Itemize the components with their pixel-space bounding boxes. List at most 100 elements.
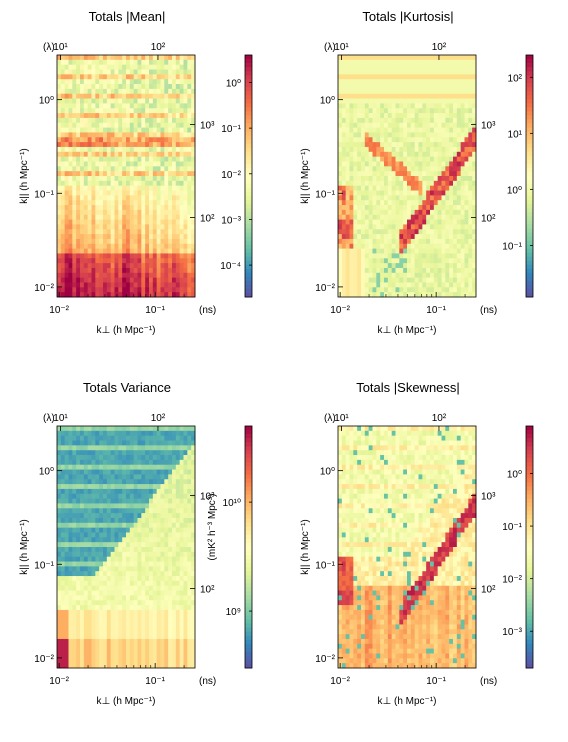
heatmap-cell [145,219,150,225]
heatmap-cell [64,209,69,216]
heatmap-cell [87,663,92,669]
heatmap-cell [141,435,146,441]
heatmap-cell [191,55,196,61]
heatmap-cell [441,161,446,167]
heatmap-cell [114,79,119,85]
heatmap-cell [149,166,154,172]
heatmap-cell [357,190,362,196]
heatmap-cell [99,522,104,529]
heatmap-cell [118,450,123,456]
heatmap-cell [99,277,104,283]
heatmap-cell [99,513,104,519]
heatmap-cell [80,142,85,148]
heatmap-cell [338,146,343,153]
heatmap-cell [72,180,77,187]
heatmap-cell [68,84,73,90]
heatmap-cell [60,629,66,635]
heatmap-cell [349,272,354,279]
heatmap-cell [460,248,465,254]
heatmap-cell [126,190,131,196]
heatmap-cell [349,248,354,254]
heatmap-cell [437,59,442,66]
heatmap-cell [122,634,127,640]
heatmap-cell [106,267,112,274]
heatmap-cell [141,59,146,66]
heatmap-cell [145,238,150,245]
heatmap-cell [456,185,462,191]
heatmap-cell [149,69,154,75]
heatmap-cell [126,585,131,591]
heatmap-cell [468,156,473,162]
heatmap-cell [445,224,450,230]
heatmap-cell [380,132,385,138]
heatmap-cell [152,79,158,85]
heatmap-cell [114,532,119,538]
heatmap-cell [68,445,73,451]
heatmap-cell [395,267,400,274]
heatmap-cell [129,234,135,240]
heatmap-cell [137,161,142,167]
heatmap-cell [87,132,92,138]
heatmap-cell [118,292,123,298]
heatmap-cell [399,142,404,148]
heatmap-cell [91,634,96,640]
heatmap-cell [472,142,477,148]
heatmap-cell [68,595,73,601]
heatmap-cell [407,132,412,138]
heatmap-cell [103,624,108,630]
heatmap-cell [118,426,123,432]
heatmap-cell [345,122,350,128]
heatmap-cell [191,108,196,114]
heatmap-cell [341,258,347,264]
heatmap-cell [95,151,100,158]
heatmap-cell [95,98,100,104]
heatmap-cell [399,263,404,269]
heatmap-cell [106,517,112,524]
heatmap-cell [141,127,146,133]
heatmap-cell [91,547,96,553]
heatmap-cell [80,267,85,274]
heatmap-cell [464,108,469,114]
heatmap-cell [126,151,131,158]
heatmap-cell [437,113,442,119]
heatmap-cell [76,479,81,485]
heatmap-cell [103,161,108,167]
heatmap-cell [387,171,393,177]
heatmap-cell [68,146,73,153]
heatmap-cell [118,243,123,249]
heatmap-cell [403,161,408,167]
heatmap-cell [68,561,73,567]
heatmap-cell [149,209,154,216]
heatmap-cell [106,503,112,509]
heatmap-cell [149,224,154,230]
heatmap-cell [137,117,142,124]
heatmap-cell [76,459,81,466]
heatmap-cell [395,79,400,85]
heatmap-cell [129,508,135,514]
heatmap-cell [156,243,161,249]
heatmap-cell [64,142,69,148]
heatmap-cell [133,459,138,466]
heatmap-cell [57,127,62,133]
heatmap-cell [464,69,469,75]
heatmap-cell [122,493,127,499]
heatmap-cell [126,648,131,654]
heatmap-cell [99,253,104,259]
heatmap-cell [460,171,465,177]
heatmap-cell [472,88,477,95]
heatmap-cell [345,180,350,187]
heatmap-cell [472,64,477,70]
heatmap-cell [80,171,85,177]
heatmap-cell [179,156,184,162]
heatmap-cell [57,488,62,495]
heatmap-cell [391,292,396,298]
heatmap-cell [361,209,366,216]
heatmap-cell [64,88,69,95]
heatmap-cell [445,195,450,201]
heatmap-cell [384,113,389,119]
heatmap-cell [80,229,85,235]
heatmap-cell [103,609,108,616]
heatmap-cell [399,234,404,240]
heatmap-cell [126,205,131,211]
heatmap-cell [91,503,96,509]
